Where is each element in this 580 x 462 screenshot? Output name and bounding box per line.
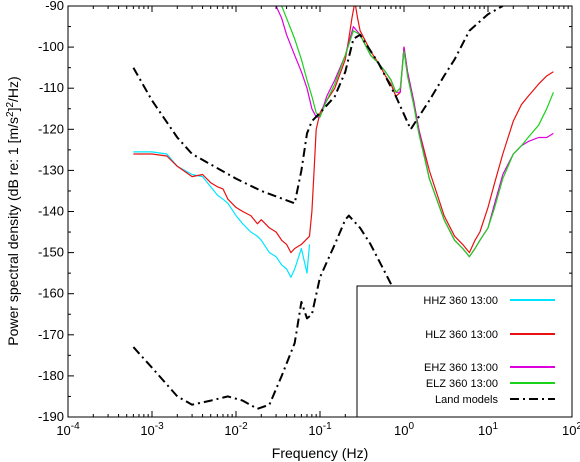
y-tick-label: -130 xyxy=(38,162,64,177)
y-tick-label: -170 xyxy=(38,327,64,342)
y-tick-label: -180 xyxy=(38,368,64,383)
y-axis-title-sup1: 2 xyxy=(5,111,16,117)
y-tick-label: -100 xyxy=(38,39,64,54)
x-tick-label: 101 xyxy=(478,421,498,438)
legend: HHZ 360 13:00 HLZ 360 13:00 EHZ 360 13:00 E… xyxy=(356,285,573,418)
x-axis-title: Frequency (Hz) xyxy=(272,445,368,461)
series-line-land-models xyxy=(132,6,504,205)
y-tick-label: -140 xyxy=(38,204,64,219)
x-tick-label: 10-2 xyxy=(224,421,248,438)
y-tick-label: -120 xyxy=(38,121,64,136)
x-tick-label: 102 xyxy=(562,421,580,438)
series-line-land-model-low xyxy=(132,214,405,410)
series-layer xyxy=(132,6,554,410)
y-tick-label: -160 xyxy=(38,286,64,301)
series-line-hhz-360-13-00 xyxy=(133,151,311,278)
y-axis-title: Power spectral density (dB re: 1 [m/s2]2… xyxy=(5,76,21,345)
legend-label: EHZ 360 13:00 xyxy=(424,362,498,374)
tick-labels-layer: -90 -100 -110 -120 -130 -140 -150 -160 -170 -180 -… xyxy=(38,0,580,438)
y-tick-label: -110 xyxy=(39,80,64,95)
x-tick-label: 10-1 xyxy=(308,421,332,438)
legend-label: Land models xyxy=(435,394,498,406)
y-tick-label: -150 xyxy=(38,245,64,260)
x-tick-label: 10-3 xyxy=(140,421,164,438)
legend-label: HLZ 360 13:00 xyxy=(425,329,498,341)
series-line-hlz-360-13-00 xyxy=(133,6,554,254)
x-tick-label: 10-4 xyxy=(56,421,80,438)
x-tick-label: 100 xyxy=(394,421,414,438)
y-tick-label: -90 xyxy=(45,0,64,13)
legend-box xyxy=(356,285,573,418)
legend-label: HHZ 360 13:00 xyxy=(423,295,498,307)
legend-label: ELZ 360 13:00 xyxy=(426,378,498,390)
y-tick-label: -190 xyxy=(38,409,64,424)
